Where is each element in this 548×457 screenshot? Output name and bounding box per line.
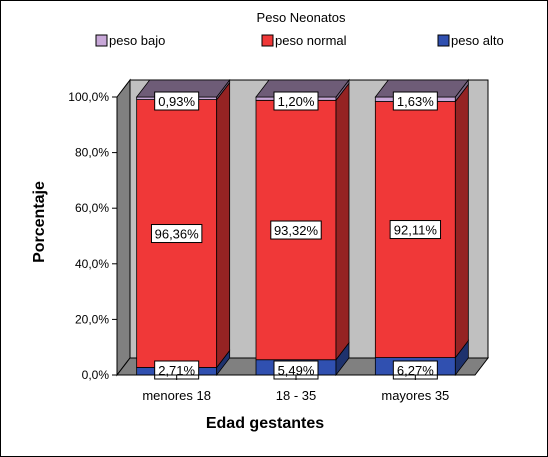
side-wall [116,78,131,377]
legend-label-peso-normal: peso normal [275,33,347,48]
data-label-box [154,91,200,111]
data-label-box [150,224,203,244]
bar-stack-mayores-35: 6,27% 92,11% 1,63% [374,78,470,380]
data-label-peso-alto-18-35: 5,49% [278,363,315,378]
y-tick-label: 40,0% [75,257,109,271]
data-label-peso-alto-mayores-35: 6,27% [397,363,434,378]
data-label-box [270,220,322,240]
bar-side-peso-normal-menores-18 [216,81,231,369]
bar-stack-18-35: 5,49% 93,32% 1,20% [255,78,350,380]
data-label-peso-bajo-mayores-35: 1,63% [397,94,434,109]
data-label-peso-normal-mayores-35: 92,11% [394,223,438,238]
y-tick-label: 100,0% [68,90,109,104]
data-label-peso-bajo-18-35: 1,20% [278,94,315,109]
data-label-peso-normal-menores-18: 96,36% [155,227,200,242]
legend-title: Peso Neonatos [257,10,346,25]
x-tick-label-mayores-35: mayores 35 [381,388,449,403]
legend-swatch-peso-normal [261,34,274,47]
bars: 2,71% 96,36% 0,93% 5,49% 93,32% 1,20% 6,27% 92,… [135,78,470,380]
y-tick-label: 0,0% [82,368,110,382]
y-axis: 0,0% 20,0% 40,0% 60,0% 80,0% 100,0% [68,90,118,382]
bar-side-peso-normal-mayores-35 [454,83,469,359]
legend: peso bajo peso normal peso alto [95,33,504,48]
y-tick-label: 80,0% [75,146,109,160]
x-tick-label-menores-18: menores 18 [142,388,211,403]
legend-swatch-peso-alto [437,34,450,47]
data-label-peso-normal-18-35: 93,32% [274,223,319,238]
y-tick-label: 60,0% [75,201,109,215]
legend-label-peso-bajo: peso bajo [109,33,165,48]
x-axis-title: Edad gestantes [206,415,324,432]
data-label-box [273,91,319,111]
legend-swatch-peso-bajo [95,34,108,47]
data-label-peso-bajo-menores-18: 0,93% [158,94,195,109]
bar-side-peso-normal-18-35 [335,82,350,361]
legend-label-peso-alto: peso alto [451,33,504,48]
data-label-peso-alto-menores-18: 2,71% [158,363,195,378]
y-axis-title: Porcentaje [31,181,48,263]
bar-stack-menores-18: 2,71% 96,36% 0,93% [135,78,231,380]
y-tick-label: 20,0% [75,312,109,326]
data-label-box [389,220,442,240]
x-axis: menores 18 18 - 35 mayores 35 [117,374,475,403]
data-label-box [392,91,438,111]
x-tick-label-18-35: 18 - 35 [276,388,316,403]
